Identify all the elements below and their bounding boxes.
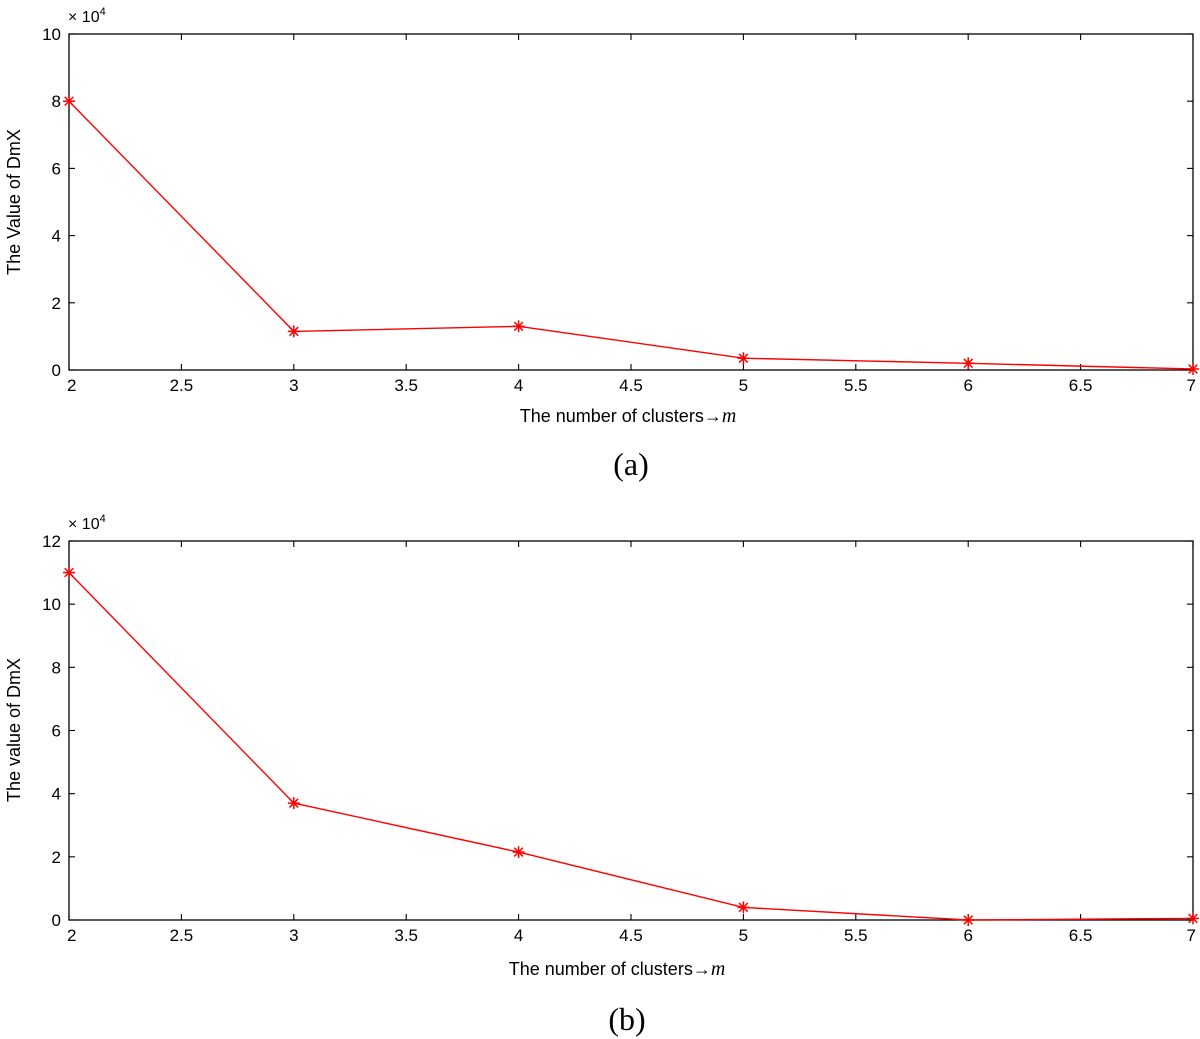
y-tick-label: 0 [52,911,61,930]
x-tick-label: 2.5 [170,926,194,945]
x-tick-label: 2.5 [170,376,194,395]
x-tick-label: 5 [739,376,748,395]
data-point [512,320,525,333]
chart-b-x-ticks: 2 2.5 3 3.5 4 4.5 5 5.5 6 6.5 7 [67,541,1196,945]
data-point [63,566,75,579]
data-point [512,846,525,859]
data-point [287,325,300,338]
chart-a-plot-frame [68,33,1194,371]
chart-a-y-multiplier: × 104 [68,6,106,26]
x-tick-label: 6.5 [1069,926,1093,945]
y-tick-label: 8 [52,658,61,677]
x-tick-label: 2 [67,376,76,395]
x-tick-label: 3 [289,926,298,945]
chart-a-x-ticks: 2 2.5 3 3.5 4 4.5 5 5.5 6 6.5 7 [67,34,1196,395]
chart-b-y-axis-label: The value of DmX [4,658,24,802]
x-tick-label: 5.5 [844,926,868,945]
x-tick-label: 2 [67,926,76,945]
x-tick-label: 6.5 [1069,376,1093,395]
y-tick-label: 0 [52,361,61,380]
data-point [63,95,75,108]
y-tick-label: 8 [52,92,61,111]
y-tick-label: 6 [52,722,61,741]
y-tick-label: 10 [42,595,61,614]
chart-a-y-ticks: 0 2 4 6 8 10 [42,25,1193,380]
chart-a-panel-label: (a) [613,446,649,482]
x-tick-label: 4 [514,376,523,395]
y-tick-label: 2 [52,294,61,313]
chart-b-series-line [68,572,1194,921]
x-tick-label: 4 [514,926,523,945]
chart-a-x-axis-label: The number of clusters→m [520,405,737,427]
data-point [737,901,750,914]
y-tick-label: 4 [52,227,61,246]
data-point [737,352,750,365]
chart-b-plot-frame [68,540,1194,921]
data-point [962,914,975,926]
chart-b-y-multiplier: × 104 [68,513,106,533]
x-tick-label: 7 [1187,926,1196,945]
x-tick-label: 5 [739,926,748,945]
chart-b-panel-label: (b) [608,1001,645,1037]
chart-a-series-line [68,100,1194,370]
y-tick-label: 12 [42,532,61,551]
y-tick-label: 4 [52,785,61,804]
data-point [287,797,300,810]
x-tick-label: 4.5 [619,926,643,945]
chart-b-x-axis-label: The number of clusters→m [509,958,726,980]
x-tick-label: 6 [963,926,972,945]
y-tick-label: 6 [52,159,61,178]
x-tick-label: 3.5 [394,926,418,945]
x-tick-label: 4.5 [619,376,643,395]
x-tick-label: 3 [289,376,298,395]
chart-a-markers [63,95,1199,375]
data-point [1187,912,1199,925]
y-tick-label: 10 [42,25,61,44]
x-tick-label: 6 [963,376,972,395]
chart-a-y-axis-label: The Value of DmX [4,129,24,275]
x-tick-label: 5.5 [844,376,868,395]
data-point [1187,362,1199,375]
chart-b-y-ticks: 0 2 4 6 8 10 12 [42,532,1193,930]
x-tick-label: 7 [1187,376,1196,395]
y-tick-label: 2 [52,848,61,867]
data-point [962,357,975,370]
chart-b-markers [63,566,1199,926]
x-tick-label: 3.5 [394,376,418,395]
